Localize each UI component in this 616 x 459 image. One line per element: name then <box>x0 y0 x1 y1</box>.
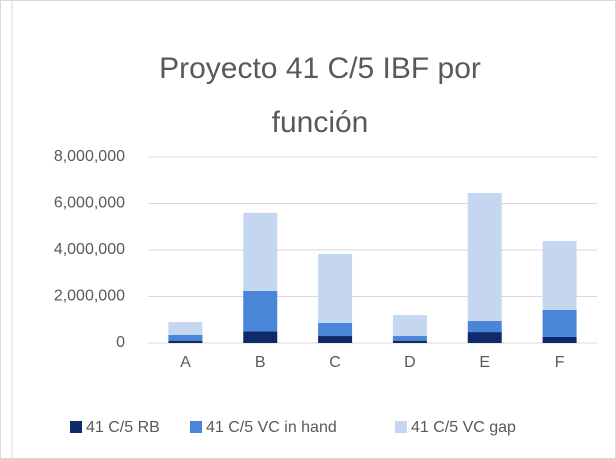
bar-segment <box>168 322 203 335</box>
bar-segment <box>318 253 353 324</box>
y-tick-label: 4,000,000 <box>54 241 125 258</box>
x-tick-label: E <box>479 354 490 371</box>
bar-segment <box>392 340 427 343</box>
bar-segment <box>542 240 577 310</box>
bar-segment <box>392 336 427 341</box>
bar-segment <box>243 290 278 332</box>
bar-segment <box>243 212 278 291</box>
bar-segment <box>467 193 502 321</box>
legend-swatch <box>190 421 202 433</box>
y-tick-label: 2,000,000 <box>54 288 125 305</box>
chart-title: Proyecto 41 C/5 IBF por función <box>159 52 481 139</box>
bar-segment <box>168 334 203 341</box>
bar-segment <box>168 340 203 343</box>
legend-label: 41 C/5 VC in hand <box>206 419 337 436</box>
x-tick-label: D <box>404 354 416 371</box>
bar-segment <box>318 336 353 343</box>
legend-swatch <box>70 421 82 433</box>
bar-segment <box>467 320 502 333</box>
bar-segment <box>392 315 427 337</box>
bar-segment <box>318 323 353 337</box>
bar-segment <box>542 309 577 337</box>
bar-segment <box>243 331 278 343</box>
bar-segment <box>542 336 577 343</box>
x-tick-label: B <box>255 354 266 371</box>
y-tick-label: 0 <box>116 334 125 351</box>
y-tick-label: 6,000,000 <box>54 195 125 212</box>
legend-label: 41 C/5 VC gap <box>411 419 516 436</box>
x-tick-label: F <box>555 354 565 371</box>
bar-segment <box>467 332 502 343</box>
legend-label: 41 C/5 RB <box>86 419 160 436</box>
legend-swatch <box>395 421 407 433</box>
y-tick-label: 8,000,000 <box>54 148 125 165</box>
x-tick-label: A <box>180 354 191 371</box>
x-tick-label: C <box>329 354 341 371</box>
